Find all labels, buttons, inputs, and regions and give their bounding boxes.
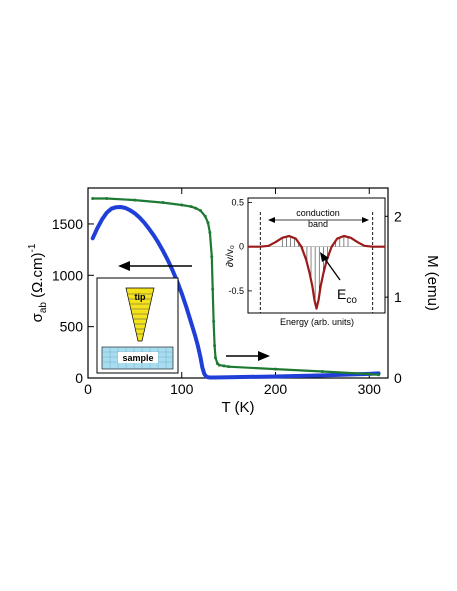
x-tick-label: 100 <box>170 381 194 397</box>
sample-label: sample <box>122 353 153 363</box>
sound-velocity-series <box>248 234 385 310</box>
magnetization-point <box>214 356 217 360</box>
energy-y-label: ∂v/v₀ <box>225 245 236 267</box>
magnetization-point <box>210 255 214 259</box>
right-axis-arrow <box>226 351 270 361</box>
energy-x-label: Energy (arb. units) <box>280 317 354 327</box>
y-right-tick-label: 1 <box>394 289 402 305</box>
magnetization-point <box>213 344 217 348</box>
magnetization-point <box>367 372 371 376</box>
main-ticks: 0 100 200 300 0 500 1000 1500 0 1 2 <box>52 188 402 397</box>
energy-y-tick-label: 0 <box>239 242 244 252</box>
energy-inset: 0.5 0 -0.5 Energy (arb. units) ∂v/v₀ condu… <box>225 197 386 327</box>
tip-cone <box>125 287 155 342</box>
magnetization-point <box>212 319 216 323</box>
y-right-tick-label: 2 <box>394 208 402 224</box>
eco-label: Eco <box>337 286 357 306</box>
energy-y-tick-label: -0.5 <box>228 286 244 296</box>
magnetization-point <box>203 214 207 218</box>
magnetization-point <box>199 209 202 213</box>
eco-arrow <box>320 252 341 281</box>
magnetization-point <box>91 197 95 201</box>
band-width-arrow <box>268 217 369 223</box>
magnetization-point <box>217 363 221 367</box>
magnetization-point <box>189 205 193 209</box>
main-series <box>90 197 381 380</box>
magnetization-point <box>194 206 198 210</box>
main-chart: 0 100 200 300 0 500 1000 1500 0 1 2 T (K) σab (Ω.c… <box>27 187 441 416</box>
x-tick-label: 300 <box>358 381 382 397</box>
y-left-tick-label: 0 <box>75 370 83 386</box>
left-axis-arrow <box>118 261 192 271</box>
magnetization-point <box>211 287 215 291</box>
magnetization-point <box>222 364 226 368</box>
x-axis-label: T (K) <box>221 399 254 416</box>
y-left-tick-label: 1000 <box>52 267 83 283</box>
conductivity-series <box>90 205 381 380</box>
magnetization-point <box>320 370 324 374</box>
magnetization-point <box>377 373 381 377</box>
y-axis-label-left: σab (Ω.cm)-1 <box>27 243 49 322</box>
magnetization-point <box>105 197 109 201</box>
y-left-tick-label: 500 <box>60 319 84 335</box>
magnetization-point <box>227 365 231 369</box>
magnetization-point <box>206 221 210 225</box>
magnetization-point <box>180 203 184 207</box>
x-tick-label: 0 <box>84 381 92 397</box>
band-label-line1: conduction <box>296 208 340 218</box>
magnetization-point <box>274 367 277 371</box>
y-right-tick-label: 0 <box>394 370 402 386</box>
magnetization-point <box>161 201 165 205</box>
tip-hatch <box>127 293 153 335</box>
magnetization-point <box>133 198 137 202</box>
y-axis-label-right: M (emu) <box>424 255 441 311</box>
tip-label: tip <box>135 292 146 302</box>
band-label-line2: band <box>308 219 328 229</box>
magnetization-point <box>208 230 212 234</box>
energy-y-tick-label: 0.5 <box>231 197 244 207</box>
tip-sample-inset: tip sample <box>96 277 179 374</box>
y-left-tick-label: 1500 <box>52 216 83 232</box>
sample-label-bg <box>118 352 158 363</box>
magnetization-series <box>91 197 380 376</box>
x-tick-label: 200 <box>264 381 288 397</box>
energy-series <box>248 212 385 313</box>
